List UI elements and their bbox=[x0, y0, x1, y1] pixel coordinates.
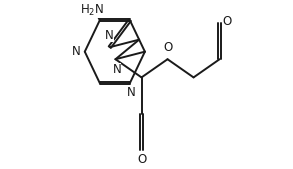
Text: N: N bbox=[72, 45, 81, 58]
Text: N: N bbox=[127, 86, 136, 99]
Text: O: O bbox=[137, 153, 146, 166]
Text: N: N bbox=[113, 63, 122, 76]
Text: H$_2$N: H$_2$N bbox=[80, 3, 104, 18]
Text: N: N bbox=[105, 29, 114, 42]
Text: O: O bbox=[222, 15, 231, 28]
Text: O: O bbox=[163, 41, 172, 54]
